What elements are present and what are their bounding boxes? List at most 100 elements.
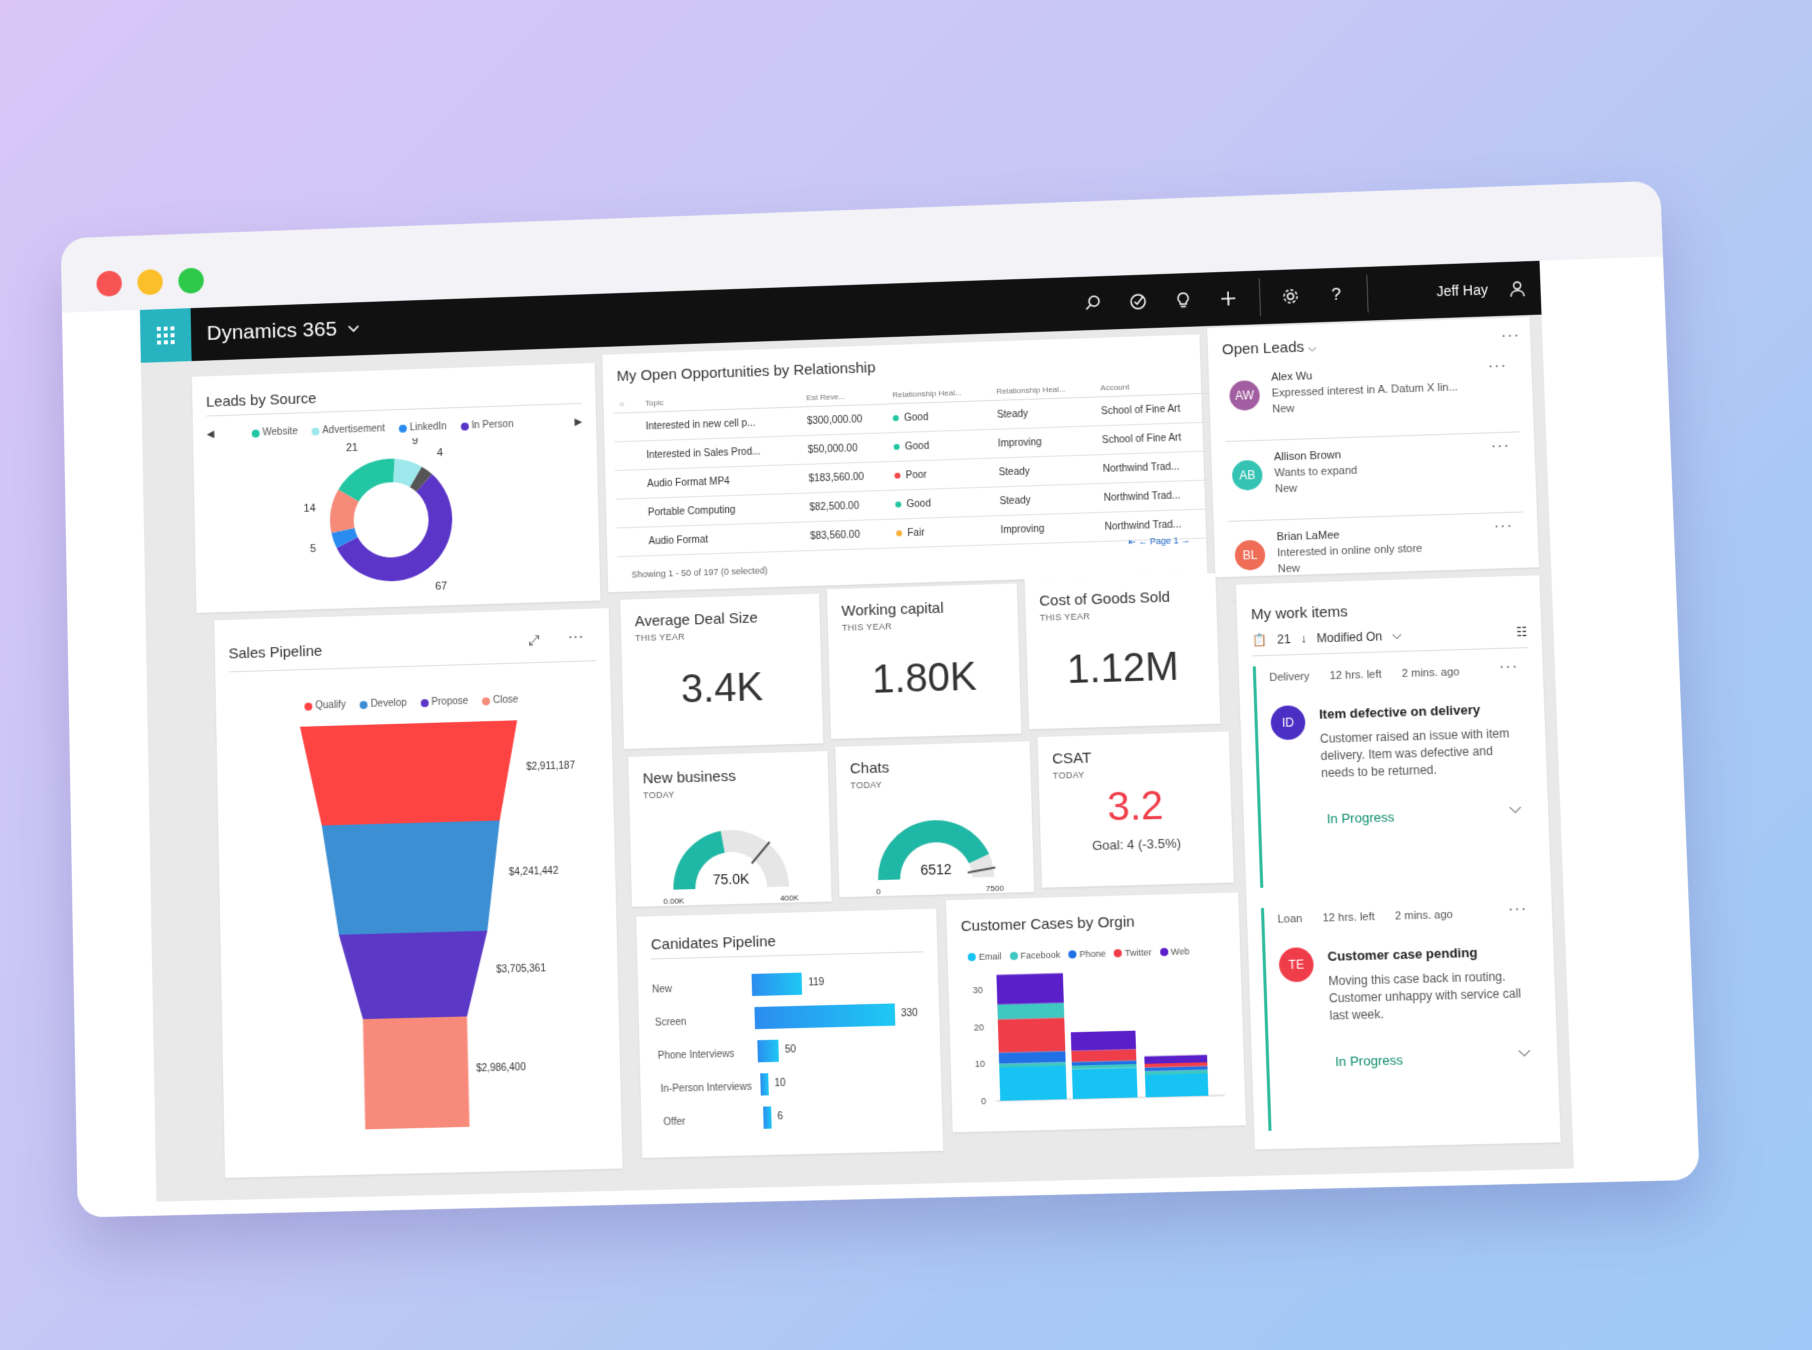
minimize-window-button[interactable] [137,268,164,296]
user-name[interactable]: Jeff Hay [1436,281,1489,300]
health-cell: Good [886,400,992,433]
work-item[interactable]: Delivery 12 hrs. left 2 mins. ago ··· ID Item… [1252,658,1537,888]
y-tick-label: 20 [974,1022,984,1032]
funnel-value-label: $4,241,442 [509,866,559,878]
avatar: TE [1278,947,1315,983]
avg-deal-card: Average Deal Size THIS YEAR 3.4K [620,593,824,750]
health-label: Good [904,440,930,453]
slice-label: 5 [310,543,316,555]
chevron-down-icon[interactable]: ⌵ [1392,627,1402,643]
sort-arrow-icon[interactable]: ↓ [1300,631,1307,646]
help-icon[interactable]: ? [1331,284,1342,304]
bar [763,1106,772,1129]
category-label: In-Person Interviews [660,1081,752,1095]
plus-icon[interactable] [1206,289,1252,308]
time-left: 12 hrs. left [1322,911,1375,925]
table-footer: Showing 1 - 50 of 197 (0 selected) [631,565,768,580]
bar-value-label: 330 [900,1007,918,1020]
bar [760,1073,769,1096]
select-all-checkbox[interactable]: ○ [613,395,640,414]
sales-pipeline-card: Sales Pipeline ⤢ ··· Qualify Develop Pro… [214,608,623,1178]
row-checkbox[interactable] [615,498,643,528]
gear-icon[interactable] [1268,287,1314,306]
row-checkbox[interactable] [614,441,641,471]
row-checkbox[interactable] [615,469,642,500]
account-link[interactable]: Northwind Trad... [1097,479,1216,513]
stack-segment [997,1017,1066,1053]
row-checkbox[interactable] [616,527,643,557]
health-label: Fair [907,527,925,539]
csat-value: 3.2 [1106,783,1165,830]
more-options-icon[interactable]: ··· [1507,900,1528,919]
period-label: THIS YEAR [841,621,893,633]
search-icon[interactable] [1071,294,1117,313]
work-item-meta: Delivery 12 hrs. left 2 mins. ago [1269,666,1460,684]
work-item-type: Loan [1277,912,1303,926]
opportunities-card: My Open Opportunities by Relationship ○ … [602,334,1217,593]
health-trend: Improving [993,512,1100,545]
bar-value-label: 6 [777,1111,784,1123]
lead-item[interactable]: AB Allison Brown Wants to expand New ··· [1225,433,1523,522]
legend-prev-icon[interactable]: ◀ [206,429,215,441]
legend-item: Develop [359,698,407,710]
period-label: TODAY [850,779,883,791]
account-link[interactable]: Northwind Trad... [1096,450,1215,484]
legend-item: Qualify [304,700,346,712]
expand-icon[interactable]: ⤢ [528,632,541,649]
gauge-min: 0 [876,887,881,895]
work-items-toolbar: 📋 21 ↓ Modified On ⌵ ☷ [1251,623,1528,657]
health-trend: Steady [990,397,1096,430]
more-options-icon[interactable]: ··· [1500,327,1521,345]
pager[interactable]: ⇤ ← Page 1 → [1128,535,1191,548]
legend-item: Phone [1068,948,1106,959]
stack-segment [998,1050,1066,1064]
work-items-card: My work items 📋 21 ↓ Modified On ⌵ ☷ Del… [1235,575,1561,1150]
lead-item[interactable]: AW Alex Wu Expressed interest in A. Datum … [1222,353,1520,443]
y-tick-label: 10 [975,1059,985,1069]
slice-label: 4 [437,447,443,459]
chevron-down-icon[interactable]: ⌵ [1508,799,1522,818]
account-link[interactable]: School of Fine Art [1095,422,1214,455]
task-icon[interactable] [1116,292,1162,311]
bar-value-label: 119 [808,977,825,989]
work-item[interactable]: Loan 12 hrs. left 2 mins. ago ··· TE Customer… [1260,900,1546,1131]
chats-card: Chats TODAY 6512 0 7500 [835,741,1035,898]
work-item-description: Customer raised an issue with item deliv… [1319,726,1510,781]
kpi-value: 1.12M [1066,644,1180,693]
chevron-down-icon[interactable]: ⌵ [1517,1043,1532,1061]
more-options-icon[interactable]: ··· [567,628,584,647]
more-options-icon[interactable]: ··· [1498,658,1519,677]
app-switcher[interactable]: Dynamics 365 [207,317,361,346]
csat-goal: Goal: 4 (-3.5%) [1091,835,1182,854]
clipboard-icon: 📋 [1251,632,1268,647]
lead-description: Wants to expand [1274,464,1358,480]
est-revenue: $50,000.00 [801,432,889,465]
legend-item: Propose [420,696,468,708]
more-options-icon[interactable]: ··· [1487,357,1508,376]
card-title[interactable]: Open Leads ⌵ [1221,338,1317,359]
kpi-value: 1.80K [871,654,978,702]
user-icon[interactable] [1502,279,1533,298]
waffle-icon[interactable] [139,308,192,363]
more-options-icon[interactable]: ··· [1490,437,1511,456]
status-dot [893,443,900,450]
work-item-meta: Loan 12 hrs. left 2 mins. ago [1277,909,1453,926]
maximize-window-button[interactable] [178,267,204,294]
topic-link[interactable]: Audio Format [642,521,805,556]
filter-list-icon[interactable]: ☷ [1515,624,1528,639]
close-window-button[interactable] [96,270,123,297]
more-options-icon[interactable]: ··· [1493,517,1514,536]
health-label: Good [906,497,932,510]
legend-next-icon[interactable]: ▶ [574,416,583,428]
est-revenue: $183,560.00 [802,461,890,494]
row-checkbox[interactable] [613,412,641,442]
account-link[interactable]: School of Fine Art [1094,393,1213,426]
funnel-value-label: $2,911,187 [526,760,575,772]
legend-item: Advertisement [311,423,385,436]
funnel-stage [321,820,503,936]
funnel-stage [338,930,490,1020]
lightbulb-icon[interactable] [1161,290,1207,309]
sort-field[interactable]: Modified On [1316,628,1383,645]
legend-item: Close [482,694,518,706]
work-item-title: Customer case pending [1327,944,1478,964]
